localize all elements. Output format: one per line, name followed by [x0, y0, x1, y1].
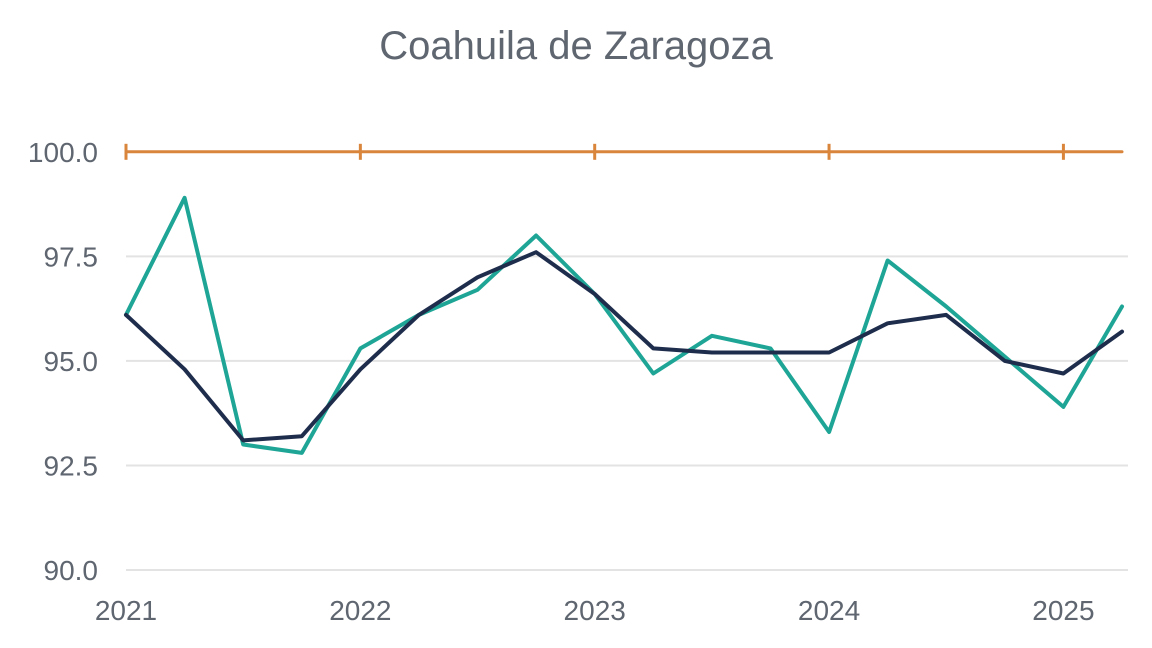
y-tick-label: 97.5 [44, 241, 99, 272]
x-tick-label: 2023 [564, 595, 626, 626]
chart-title: Coahuila de Zaragoza [379, 24, 773, 68]
y-tick-label: 95.0 [44, 346, 99, 377]
series-line-2 [124, 250, 1124, 443]
series-line-1 [124, 195, 1124, 455]
x-tick-label: 2024 [798, 595, 860, 626]
x-tick-label: 2022 [329, 595, 391, 626]
y-tick-label: 92.5 [44, 450, 99, 481]
x-tick-label: 2025 [1032, 595, 1094, 626]
y-tick-label: 100.0 [28, 137, 98, 168]
y-tick-label: 90.0 [44, 555, 99, 586]
x-tick-label: 2021 [95, 595, 157, 626]
